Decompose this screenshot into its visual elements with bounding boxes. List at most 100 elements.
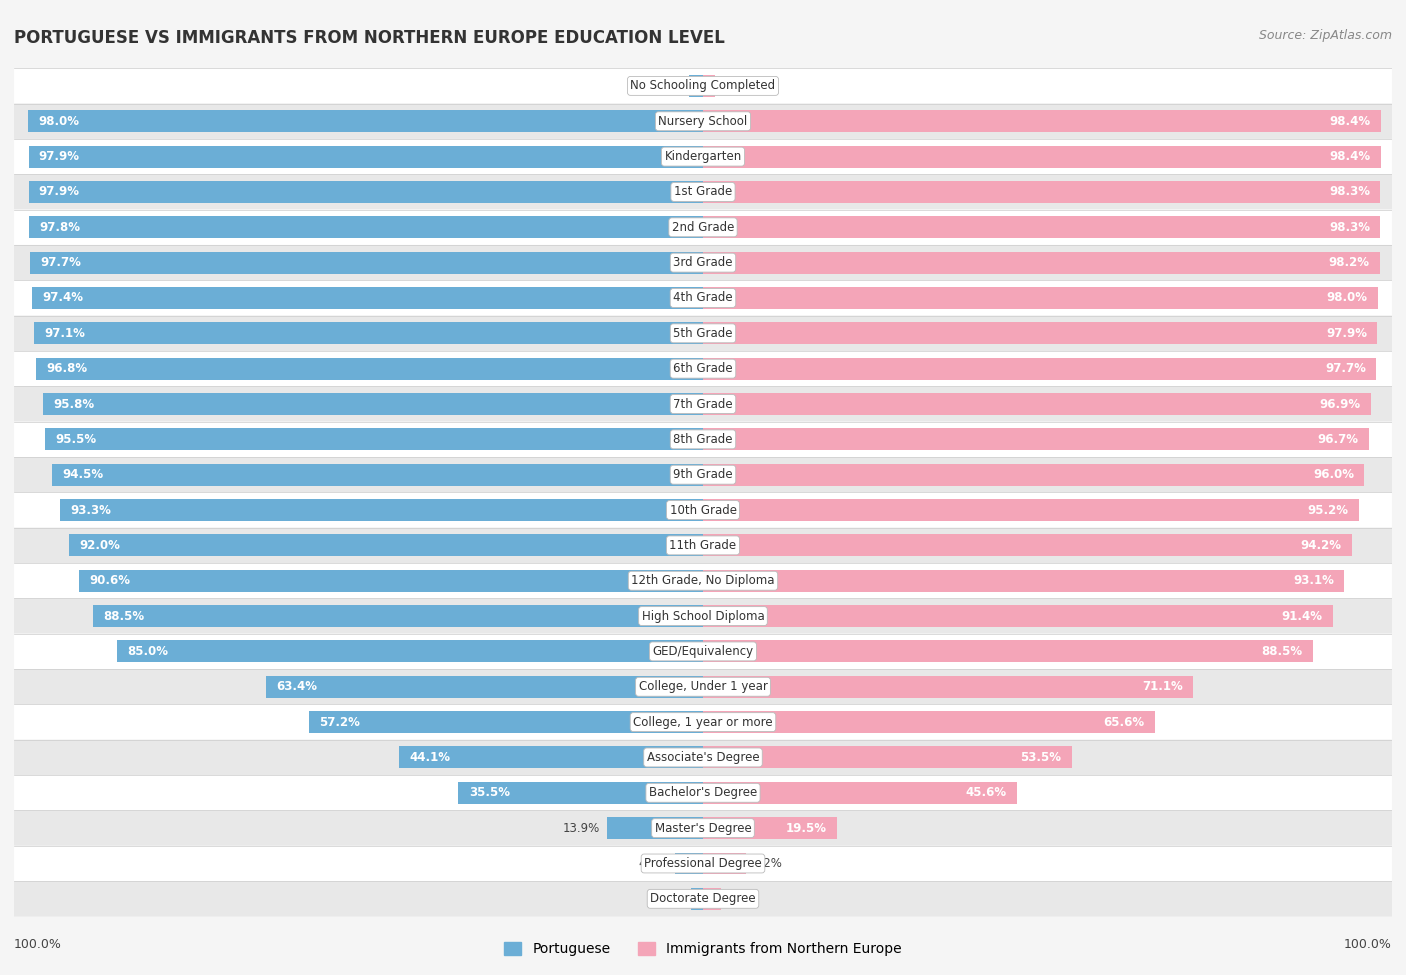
Bar — [399, 747, 703, 768]
FancyBboxPatch shape — [14, 421, 1392, 457]
Text: 97.7%: 97.7% — [1324, 362, 1365, 375]
Text: 57.2%: 57.2% — [319, 716, 360, 728]
Bar — [703, 888, 721, 910]
Bar — [703, 287, 1378, 309]
Text: 19.5%: 19.5% — [786, 822, 827, 835]
Text: 45.6%: 45.6% — [966, 786, 1007, 799]
Text: 2.1%: 2.1% — [652, 79, 682, 93]
Text: 63.4%: 63.4% — [277, 681, 318, 693]
Text: 97.1%: 97.1% — [45, 327, 86, 340]
Bar — [675, 852, 703, 875]
Text: 97.9%: 97.9% — [39, 150, 80, 163]
Text: 98.2%: 98.2% — [1329, 256, 1369, 269]
FancyBboxPatch shape — [14, 810, 1392, 845]
Text: 90.6%: 90.6% — [89, 574, 131, 587]
Bar — [30, 216, 703, 238]
Text: College, 1 year or more: College, 1 year or more — [633, 716, 773, 728]
FancyBboxPatch shape — [14, 669, 1392, 704]
Bar — [703, 676, 1192, 698]
Bar — [37, 358, 703, 379]
FancyBboxPatch shape — [14, 245, 1392, 281]
Text: PORTUGUESE VS IMMIGRANTS FROM NORTHERN EUROPE EDUCATION LEVEL: PORTUGUESE VS IMMIGRANTS FROM NORTHERN E… — [14, 29, 725, 47]
FancyBboxPatch shape — [14, 210, 1392, 245]
Bar — [703, 782, 1017, 803]
Text: 94.5%: 94.5% — [62, 468, 104, 482]
Bar — [60, 499, 703, 521]
Text: 3rd Grade: 3rd Grade — [673, 256, 733, 269]
Bar — [28, 181, 703, 203]
Text: 1.7%: 1.7% — [721, 79, 751, 93]
Text: 2nd Grade: 2nd Grade — [672, 220, 734, 234]
Text: 35.5%: 35.5% — [468, 786, 510, 799]
Text: 88.5%: 88.5% — [1261, 644, 1302, 658]
Bar — [703, 145, 1381, 168]
Text: High School Diploma: High School Diploma — [641, 609, 765, 623]
Text: 93.3%: 93.3% — [70, 503, 111, 517]
Text: 96.8%: 96.8% — [46, 362, 87, 375]
Text: College, Under 1 year: College, Under 1 year — [638, 681, 768, 693]
FancyBboxPatch shape — [14, 175, 1392, 210]
Text: 1st Grade: 1st Grade — [673, 185, 733, 199]
Text: 98.4%: 98.4% — [1330, 115, 1371, 128]
FancyBboxPatch shape — [14, 527, 1392, 564]
FancyBboxPatch shape — [14, 740, 1392, 775]
Bar — [703, 711, 1154, 733]
Text: 5th Grade: 5th Grade — [673, 327, 733, 340]
FancyBboxPatch shape — [14, 775, 1392, 810]
FancyBboxPatch shape — [14, 634, 1392, 669]
Text: 13.9%: 13.9% — [562, 822, 600, 835]
Text: 98.0%: 98.0% — [1327, 292, 1368, 304]
Text: 4.1%: 4.1% — [638, 857, 668, 870]
Bar — [79, 569, 703, 592]
Text: 85.0%: 85.0% — [128, 644, 169, 658]
Text: 6.2%: 6.2% — [752, 857, 783, 870]
Bar — [703, 464, 1364, 486]
Text: 96.9%: 96.9% — [1319, 398, 1360, 410]
Text: 7th Grade: 7th Grade — [673, 398, 733, 410]
Text: 10th Grade: 10th Grade — [669, 503, 737, 517]
Bar — [703, 605, 1333, 627]
Bar — [703, 110, 1381, 133]
Text: GED/Equivalency: GED/Equivalency — [652, 644, 754, 658]
FancyBboxPatch shape — [14, 103, 1392, 138]
Bar — [44, 393, 703, 415]
Bar — [703, 323, 1378, 344]
Text: 95.5%: 95.5% — [55, 433, 97, 446]
Bar — [689, 75, 703, 97]
FancyBboxPatch shape — [14, 492, 1392, 527]
Text: 97.9%: 97.9% — [39, 185, 80, 199]
FancyBboxPatch shape — [14, 281, 1392, 316]
Bar — [266, 676, 703, 698]
Bar — [52, 464, 703, 486]
Bar — [703, 852, 745, 875]
Bar — [45, 428, 703, 450]
Text: 44.1%: 44.1% — [409, 751, 450, 764]
Bar — [703, 428, 1369, 450]
FancyBboxPatch shape — [14, 316, 1392, 351]
FancyBboxPatch shape — [14, 457, 1392, 492]
FancyBboxPatch shape — [14, 138, 1392, 175]
Bar — [117, 641, 703, 662]
Bar — [28, 145, 703, 168]
Text: Kindergarten: Kindergarten — [665, 150, 741, 163]
Bar — [607, 817, 703, 839]
Bar — [30, 252, 703, 274]
Bar — [703, 393, 1371, 415]
Text: 98.3%: 98.3% — [1329, 185, 1369, 199]
Text: 93.1%: 93.1% — [1294, 574, 1334, 587]
Text: 53.5%: 53.5% — [1021, 751, 1062, 764]
Text: 2.6%: 2.6% — [728, 892, 758, 906]
Text: 1.8%: 1.8% — [654, 892, 683, 906]
Text: 11th Grade: 11th Grade — [669, 539, 737, 552]
Text: 8th Grade: 8th Grade — [673, 433, 733, 446]
Text: 94.2%: 94.2% — [1301, 539, 1341, 552]
Bar — [703, 817, 838, 839]
Bar — [32, 287, 703, 309]
Bar — [703, 216, 1381, 238]
Bar — [703, 641, 1313, 662]
Text: 98.0%: 98.0% — [38, 115, 79, 128]
Text: 96.7%: 96.7% — [1317, 433, 1358, 446]
Bar — [703, 534, 1353, 557]
Text: 97.9%: 97.9% — [1326, 327, 1367, 340]
Bar — [703, 358, 1376, 379]
